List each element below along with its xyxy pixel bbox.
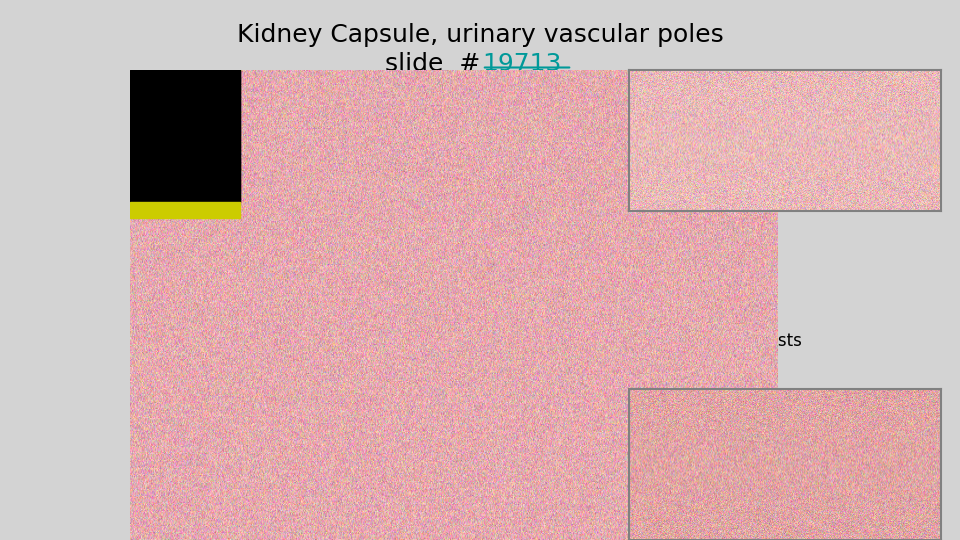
Bar: [188, 70, 240, 202]
Text: Kidney Capsule, urinary vascular poles: Kidney Capsule, urinary vascular poles: [236, 23, 724, 47]
Bar: [130, 70, 240, 202]
Text: 19713: 19713: [482, 52, 562, 76]
Text: fibroblasts: fibroblasts: [715, 332, 802, 350]
Text: Dense irregular
connective tissue
of capsule: Dense irregular connective tissue of cap…: [403, 305, 549, 364]
Text: nephrons: nephrons: [168, 416, 246, 434]
Text: slide  #: slide #: [385, 52, 480, 76]
Bar: [130, 202, 240, 218]
Text: Bundles
of collagen: Bundles of collagen: [413, 462, 504, 501]
